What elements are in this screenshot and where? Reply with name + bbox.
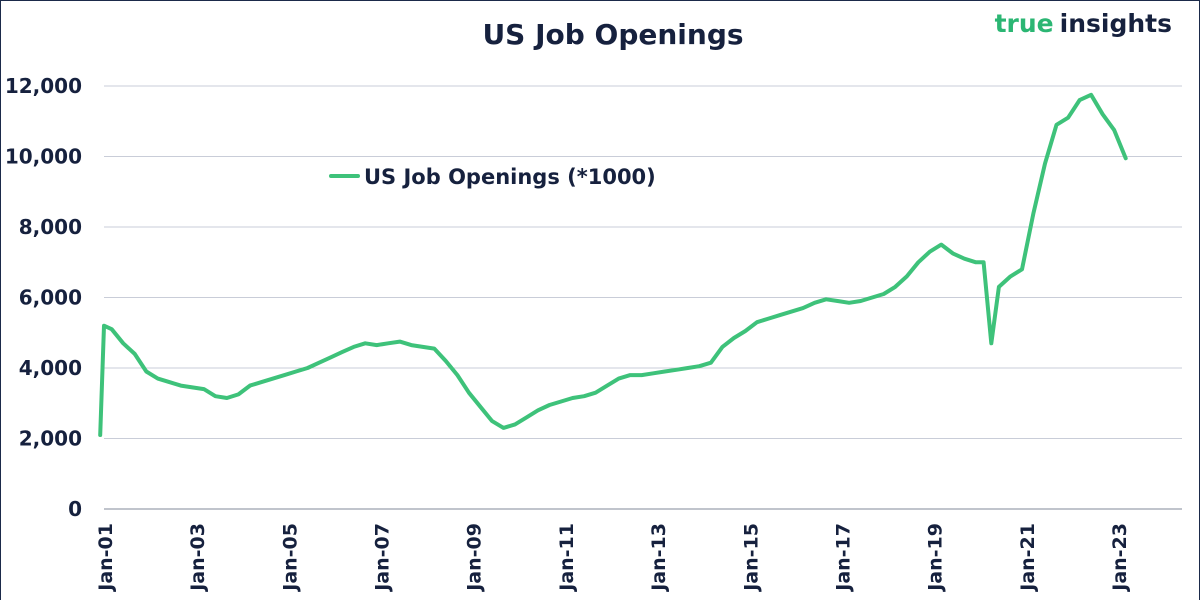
x-tick-label: Jan-21 [1017,523,1039,593]
x-tick-label: Jan-09 [464,523,486,593]
x-axis-ticks: Jan-01 Jan-03 Jan-05 Jan-07 Jan-09 Jan-11 Jan-… [95,523,1131,593]
series-line-us-job-openings [98,92,1128,437]
x-tick-label: Jan-01 [95,523,117,593]
x-tick-label: Jan-13 [648,523,670,593]
legend-label: US Job Openings (*1000) [364,165,656,189]
brand-logo: true insights [995,9,1172,38]
chart-title: US Job Openings [482,18,743,51]
x-tick-label: Jan-03 [187,523,209,593]
y-tick-label: 6,000 [19,286,82,310]
x-tick-label: Jan-19 [925,523,947,593]
x-tick-label: Jan-23 [1109,523,1131,593]
y-tick-label: 4,000 [19,356,82,380]
legend: US Job Openings (*1000) [329,165,656,189]
x-tick-label: Jan-11 [556,523,578,593]
x-tick-label: Jan-07 [372,523,394,593]
x-tick-label: Jan-15 [740,523,762,593]
y-tick-label: 8,000 [19,215,82,239]
y-tick-label: 2,000 [19,427,82,451]
x-tick-label: Jan-17 [832,523,854,593]
y-tick-label: 12,000 [5,74,82,98]
y-axis-ticks: 0 2,000 4,000 6,000 8,000 10,000 12,000 [5,74,82,521]
grid-lines [104,85,1182,439]
brand-logo-part2: insights [1060,9,1172,38]
y-tick-label: 0 [68,497,82,521]
brand-logo-part1: true [995,9,1054,38]
x-tick-label: Jan-05 [279,523,301,593]
y-tick-label: 10,000 [5,145,82,169]
